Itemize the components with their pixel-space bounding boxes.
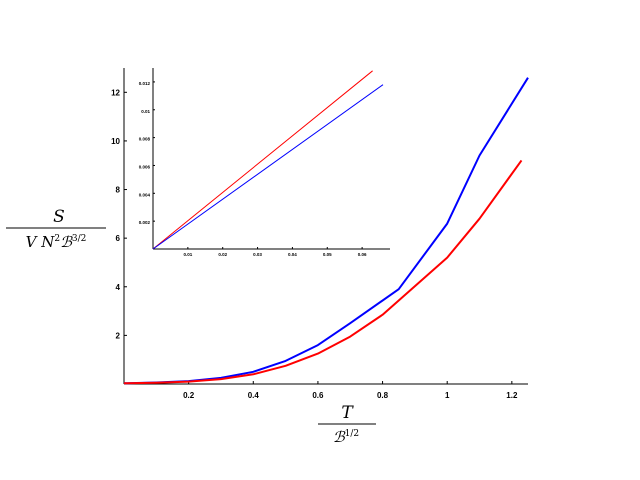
main-x-tick-label: 0.4 (248, 391, 260, 400)
inset-x-tick-label: 0.02 (218, 252, 227, 257)
main-x-tick-label: 0.8 (377, 391, 389, 400)
inset-x-tick-label: 0.06 (358, 252, 367, 257)
main-plot: 0.2 0.4 0.6 0.8 1 1.2 2 4 6 8 10 12 (111, 68, 529, 400)
main-x-tick-label: 0.6 (312, 391, 324, 400)
inset-y-tick-label: 0.004 (139, 192, 151, 197)
main-y-tick-label: 2 (116, 331, 121, 340)
inset-y-tick-label: 0.002 (139, 220, 151, 225)
y-label-numerator: S (53, 207, 65, 227)
inset-y-tick-label: 0.012 (139, 81, 151, 86)
x-label-denominator: ℬ1/2 (333, 428, 359, 446)
inset-y-tick-label: 0.008 (139, 137, 151, 142)
main-y-tick-label: 6 (116, 234, 121, 243)
main-y-tick-label: 4 (116, 283, 121, 292)
inset-x-tick-label: 0.05 (323, 252, 332, 257)
main-x-tick-label: 1.2 (506, 391, 518, 400)
inset-x-tick-label: 0.01 (183, 252, 192, 257)
y-axis-label: S V N2ℬ3/2 (6, 207, 106, 251)
x-label-numerator: T (341, 403, 354, 423)
inset-x-tick-label: 0.04 (288, 252, 297, 257)
main-series-1-line (123, 77, 529, 385)
inset-series-1-line (152, 70, 373, 250)
inset-x-tick-label: 0.03 (253, 252, 262, 257)
y-label-denominator: V N2ℬ3/2 (26, 233, 87, 251)
inset-y-tick-label: 0.01 (141, 109, 150, 114)
main-series-2-line (123, 159, 523, 385)
main-y-tick-label: 12 (111, 88, 120, 97)
main-y-tick-label: 8 (116, 186, 121, 195)
x-axis-label: T ℬ1/2 (318, 403, 376, 446)
inset-y-tick-label: 0.006 (139, 164, 151, 169)
inset-plot: 0.01 0.02 0.03 0.04 0.05 0.06 0.002 0.004 0.006 0… (139, 68, 390, 257)
inset-series-2-line (152, 84, 384, 250)
main-x-tick-label: 0.2 (183, 391, 195, 400)
main-y-tick-label: 10 (111, 137, 120, 146)
main-x-tick-label: 1 (445, 391, 450, 400)
